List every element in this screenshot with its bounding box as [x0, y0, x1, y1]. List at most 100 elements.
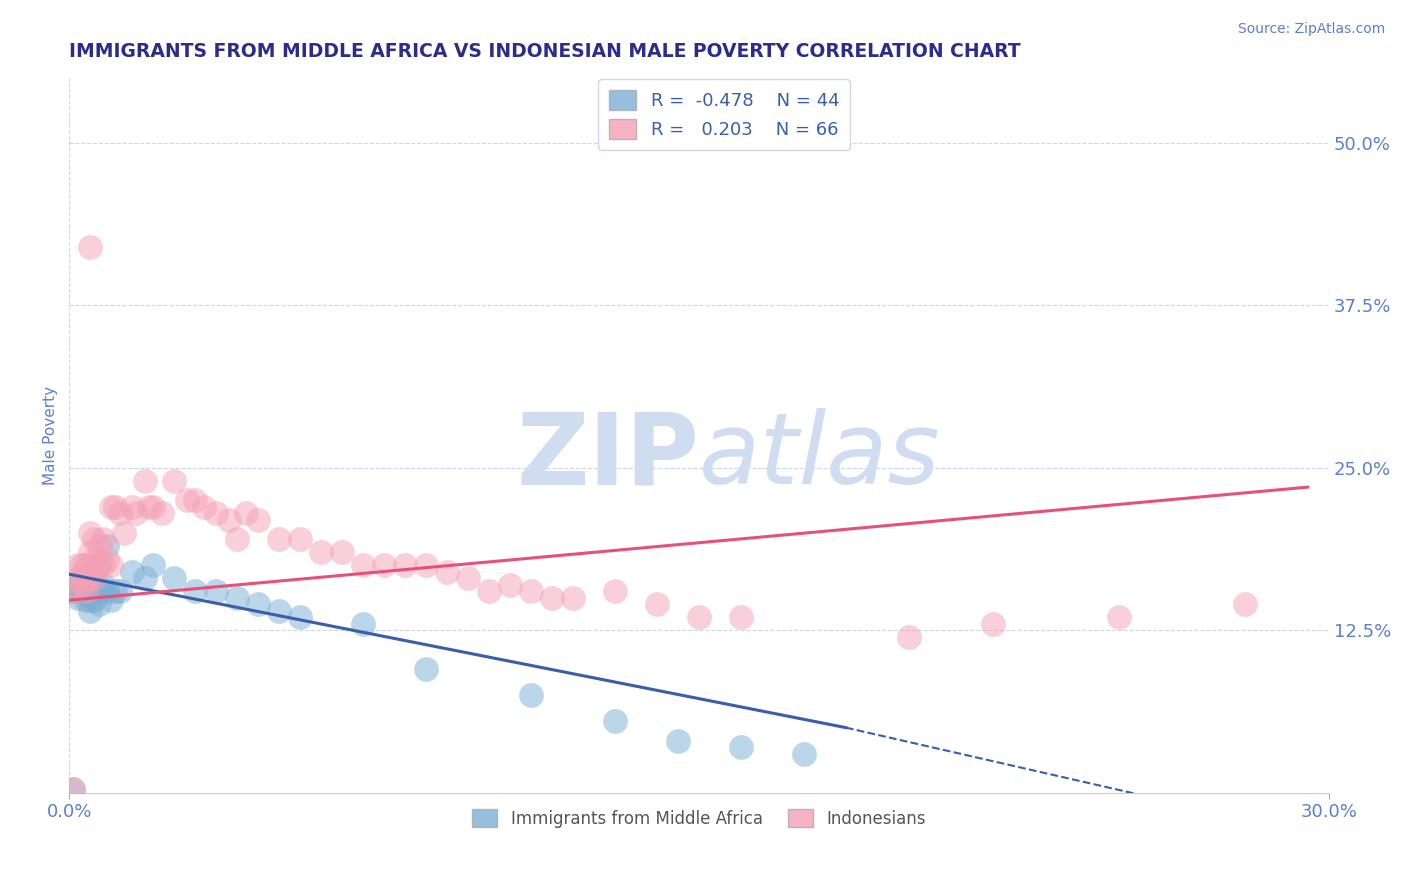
Point [70, 584, 93, 599]
Point [163, 474, 186, 488]
Point [121, 565, 143, 579]
Point [79, 525, 101, 540]
Point [87, 597, 110, 611]
Point [108, 506, 131, 520]
Point [309, 545, 332, 559]
Point [142, 500, 165, 514]
Point [112, 525, 135, 540]
Point [218, 513, 240, 527]
Point [269, 532, 291, 546]
Point [793, 747, 815, 761]
Point [75, 558, 97, 573]
Point [96, 584, 118, 599]
Point [457, 571, 479, 585]
Point [91, 558, 114, 573]
Point [205, 584, 228, 599]
Point [70, 584, 93, 599]
Point [62, 781, 84, 796]
Point [83, 593, 105, 607]
Point [66, 577, 89, 591]
Point [79, 571, 101, 585]
Point [79, 239, 101, 253]
Point [269, 604, 291, 618]
Point [138, 500, 160, 514]
Point [75, 584, 97, 599]
Point [1233, 597, 1256, 611]
Legend: Immigrants from Middle Africa, Indonesians: Immigrants from Middle Africa, Indonesia… [465, 803, 932, 834]
Point [62, 584, 84, 599]
Point [688, 610, 710, 624]
Point [79, 545, 101, 559]
Point [499, 577, 522, 591]
Point [142, 558, 165, 573]
Point [645, 597, 668, 611]
Point [247, 597, 270, 611]
Point [235, 506, 257, 520]
Point [125, 506, 148, 520]
Point [1108, 610, 1130, 624]
Point [373, 558, 395, 573]
Point [981, 616, 1004, 631]
Point [603, 714, 626, 728]
Point [666, 733, 689, 747]
Point [150, 506, 173, 520]
Point [62, 781, 84, 796]
Point [562, 591, 585, 605]
Point [247, 513, 270, 527]
Point [104, 500, 127, 514]
Point [83, 571, 105, 585]
Point [176, 493, 198, 508]
Point [87, 539, 110, 553]
Text: Source: ZipAtlas.com: Source: ZipAtlas.com [1237, 22, 1385, 37]
Point [134, 571, 156, 585]
Point [70, 577, 93, 591]
Point [66, 558, 89, 573]
Point [87, 584, 110, 599]
Point [75, 593, 97, 607]
Text: IMMIGRANTS FROM MIDDLE AFRICA VS INDONESIAN MALE POVERTY CORRELATION CHART: IMMIGRANTS FROM MIDDLE AFRICA VS INDONES… [69, 42, 1021, 61]
Point [100, 558, 122, 573]
Point [415, 662, 437, 676]
Point [121, 500, 143, 514]
Point [520, 688, 543, 702]
Point [193, 500, 215, 514]
Point [91, 532, 114, 546]
Y-axis label: Male Poverty: Male Poverty [44, 385, 58, 484]
Point [79, 577, 101, 591]
Point [79, 604, 101, 618]
Point [478, 584, 501, 599]
Point [62, 584, 84, 599]
Point [75, 571, 97, 585]
Point [108, 584, 131, 599]
Point [730, 740, 752, 755]
Point [91, 584, 114, 599]
Point [436, 565, 458, 579]
Point [83, 584, 105, 599]
Point [66, 591, 89, 605]
Point [288, 610, 311, 624]
Point [184, 584, 207, 599]
Point [79, 593, 101, 607]
Point [87, 558, 110, 573]
Point [66, 571, 89, 585]
Point [75, 584, 97, 599]
Point [75, 577, 97, 591]
Point [352, 558, 374, 573]
Point [91, 577, 114, 591]
Point [541, 591, 564, 605]
Point [226, 532, 249, 546]
Point [100, 500, 122, 514]
Point [79, 584, 101, 599]
Point [83, 551, 105, 566]
Point [79, 558, 101, 573]
Point [70, 567, 93, 582]
Point [226, 591, 249, 605]
Point [288, 532, 311, 546]
Point [87, 558, 110, 573]
Point [70, 558, 93, 573]
Point [730, 610, 752, 624]
Text: atlas: atlas [699, 408, 941, 505]
Point [897, 630, 920, 644]
Point [352, 616, 374, 631]
Text: ZIP: ZIP [516, 408, 699, 505]
